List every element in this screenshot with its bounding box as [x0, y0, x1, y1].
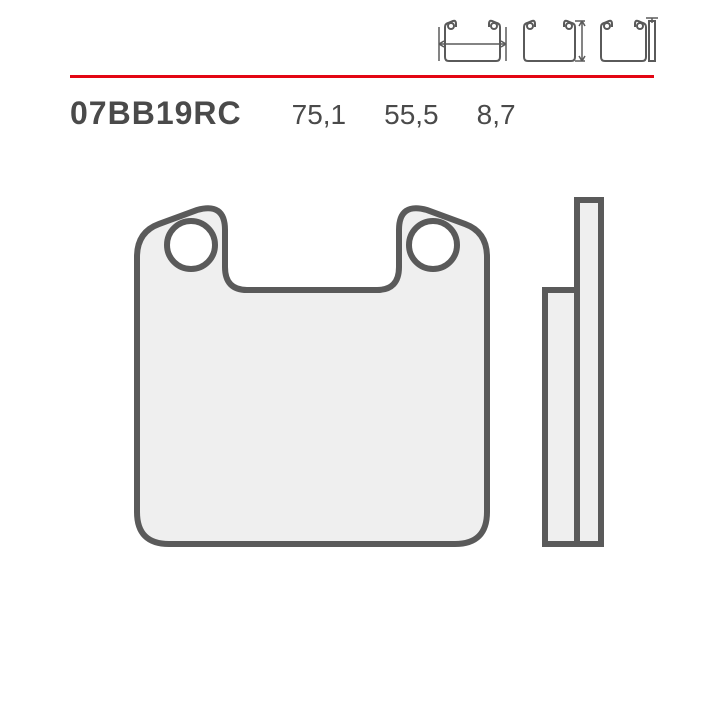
brake-pad-front-view: [117, 182, 507, 562]
brake-pad-side-view: [537, 182, 607, 562]
height-dimension-icon: [512, 15, 587, 65]
width-value: 75,1: [292, 99, 347, 131]
dimension-icons-row: [70, 15, 664, 65]
height-value: 55,5: [384, 99, 439, 131]
main-diagram: [70, 182, 654, 562]
product-code: 07BB19RC: [70, 95, 242, 132]
thickness-value: 8,7: [477, 99, 516, 131]
divider-line: [70, 75, 654, 78]
thickness-dimension-icon: [589, 15, 664, 65]
product-spec-container: 07BB19RC 75,1 55,5 8,7: [0, 0, 724, 724]
width-dimension-icon: [435, 15, 510, 65]
dimensions-values: 75,1 55,5 8,7: [292, 99, 516, 131]
info-row: 07BB19RC 75,1 55,5 8,7: [70, 95, 654, 132]
